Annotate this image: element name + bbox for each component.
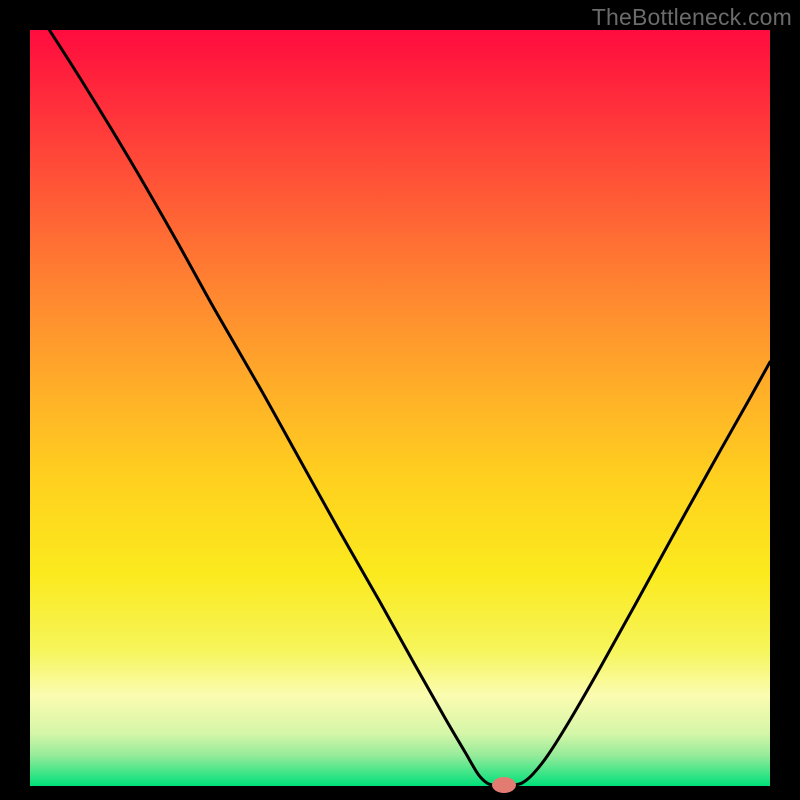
watermark-text: TheBottleneck.com <box>592 4 792 31</box>
optimal-point-marker <box>492 777 516 793</box>
plot-background <box>30 30 770 786</box>
bottleneck-chart <box>0 0 800 800</box>
